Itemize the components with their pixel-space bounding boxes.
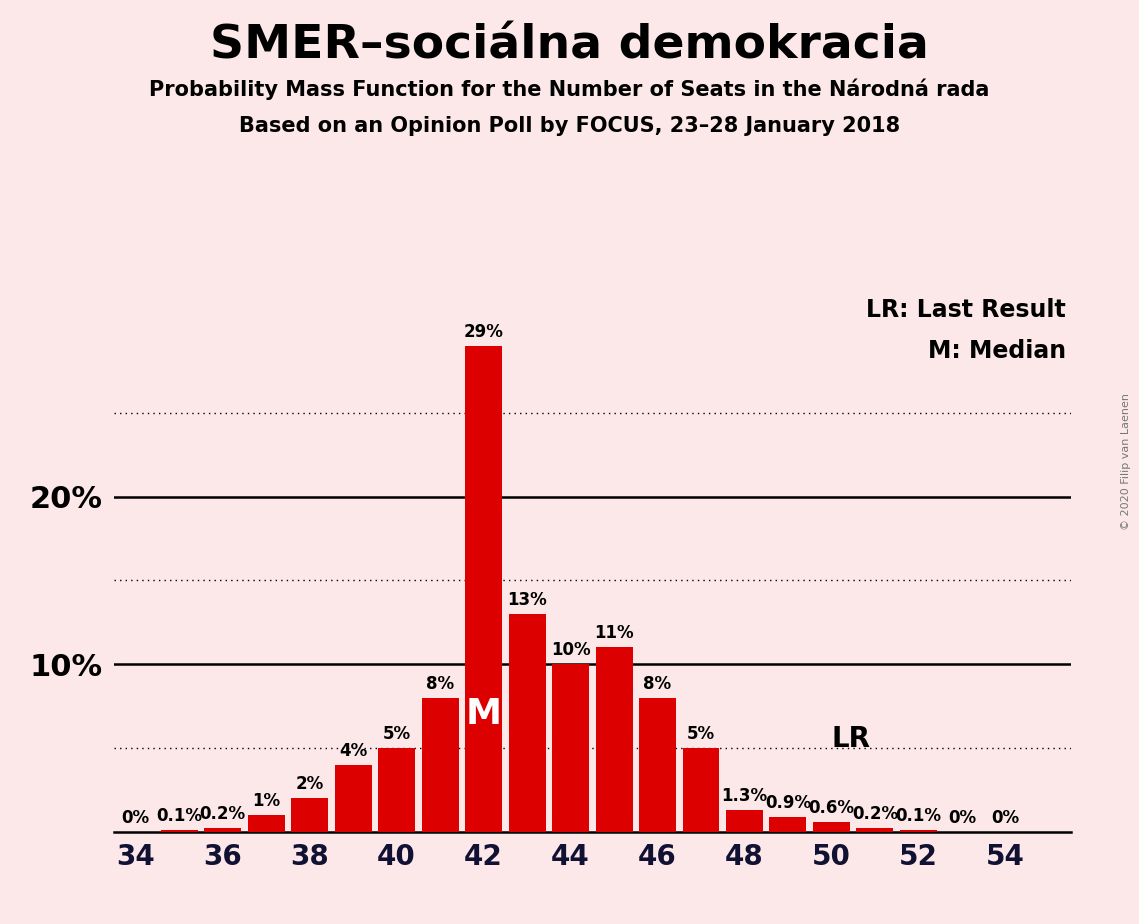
Text: 8%: 8% [426,675,454,693]
Text: M: Median: M: Median [928,338,1066,362]
Text: 0%: 0% [948,808,976,827]
Bar [247,815,285,832]
Bar [204,828,241,832]
Bar [770,817,806,832]
Text: 0.2%: 0.2% [852,805,898,823]
Text: © 2020 Filip van Laenen: © 2020 Filip van Laenen [1121,394,1131,530]
Text: 11%: 11% [595,625,633,642]
Text: 0.9%: 0.9% [765,794,811,811]
Text: 13%: 13% [507,590,547,609]
Text: 1%: 1% [252,792,280,809]
Bar [682,748,720,832]
Bar [335,765,371,832]
Bar [421,698,459,832]
Text: 5%: 5% [383,724,411,743]
Text: 2%: 2% [295,775,323,793]
Text: LR: Last Result: LR: Last Result [866,298,1066,322]
Bar [552,664,589,832]
Text: LR: LR [831,725,870,753]
Text: 0%: 0% [991,808,1019,827]
Bar [378,748,415,832]
Bar [639,698,677,832]
Bar [726,809,763,832]
Bar [813,821,850,832]
Text: Probability Mass Function for the Number of Seats in the Národná rada: Probability Mass Function for the Number… [149,79,990,100]
Text: 0.2%: 0.2% [199,805,246,823]
Bar [465,346,502,832]
Text: SMER–sociálna demokracia: SMER–sociálna demokracia [210,23,929,68]
Text: 5%: 5% [687,724,715,743]
Bar [292,798,328,832]
Text: 0.1%: 0.1% [156,807,202,825]
Text: 29%: 29% [464,322,503,341]
Bar [509,614,546,832]
Text: 0.1%: 0.1% [895,807,942,825]
Bar [857,828,893,832]
Text: Based on an Opinion Poll by FOCUS, 23–28 January 2018: Based on an Opinion Poll by FOCUS, 23–28… [239,116,900,136]
Text: 10%: 10% [551,641,590,659]
Bar [596,648,632,832]
Text: 0.6%: 0.6% [809,798,854,817]
Text: 4%: 4% [339,742,367,760]
Text: 1.3%: 1.3% [721,787,768,805]
Text: M: M [466,698,501,732]
Bar [161,830,198,832]
Text: 8%: 8% [644,675,672,693]
Bar [900,830,937,832]
Text: 0%: 0% [122,808,149,827]
